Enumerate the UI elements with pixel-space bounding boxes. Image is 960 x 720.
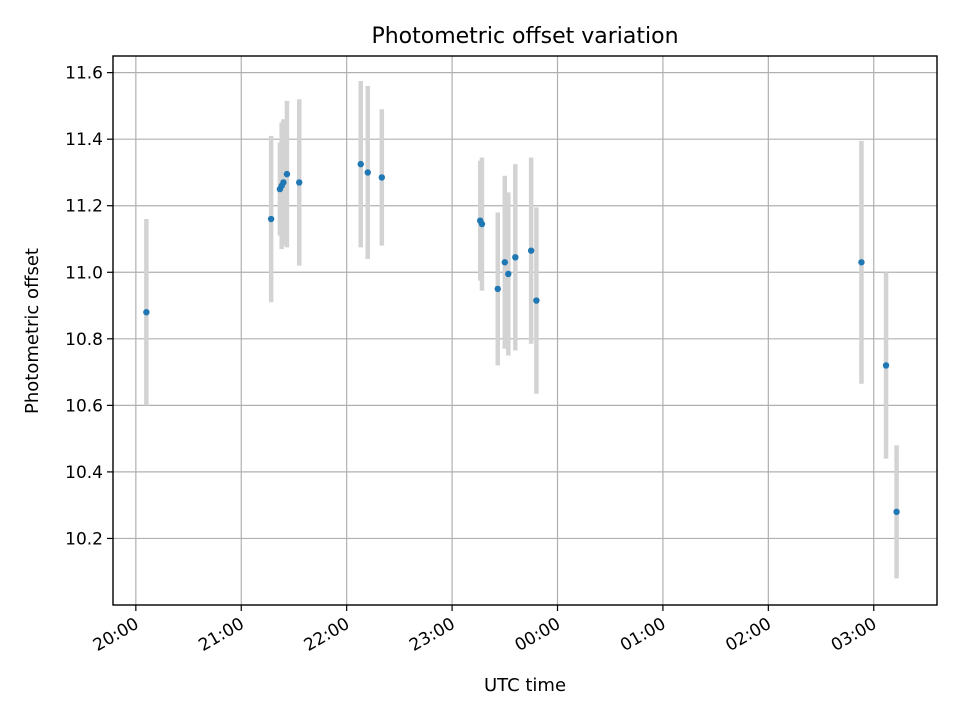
data-point — [364, 169, 371, 176]
y-tick-label: 10.8 — [65, 330, 103, 350]
data-point — [494, 285, 501, 293]
y-tick-label: 11.0 — [65, 263, 103, 283]
y-tick-label: 11.2 — [65, 197, 103, 217]
data-point — [478, 220, 486, 228]
y-tick-label: 10.4 — [65, 463, 103, 483]
data-point — [505, 270, 512, 278]
data-point — [858, 259, 865, 266]
y-axis-label: Photometric offset — [22, 248, 43, 414]
data-point — [143, 309, 150, 316]
chart-title: Photometric offset variation — [371, 24, 678, 49]
y-tick-label: 11.6 — [65, 64, 103, 84]
data-point — [527, 247, 535, 254]
data-point — [296, 179, 303, 186]
data-point — [893, 508, 900, 516]
data-point — [501, 259, 508, 266]
data-point — [283, 170, 291, 178]
data-point — [357, 160, 364, 168]
data-point — [533, 297, 540, 304]
plot-frame — [112, 55, 938, 606]
y-axis-ticks: 10.2 10.4 10.6 10.8 11.0 11.2 11.4 11.6 — [65, 64, 113, 549]
y-tick-label: 10.6 — [65, 396, 103, 416]
y-tick-label: 11.4 — [65, 130, 103, 150]
data-point — [378, 174, 386, 181]
data-point — [882, 362, 890, 369]
x-axis-label: UTC time — [484, 675, 566, 696]
data-point — [512, 254, 519, 261]
grid — [113, 56, 937, 605]
data-point — [280, 179, 287, 186]
y-tick-label: 10.2 — [65, 529, 103, 549]
data-point — [267, 215, 275, 223]
data-points — [143, 160, 900, 516]
